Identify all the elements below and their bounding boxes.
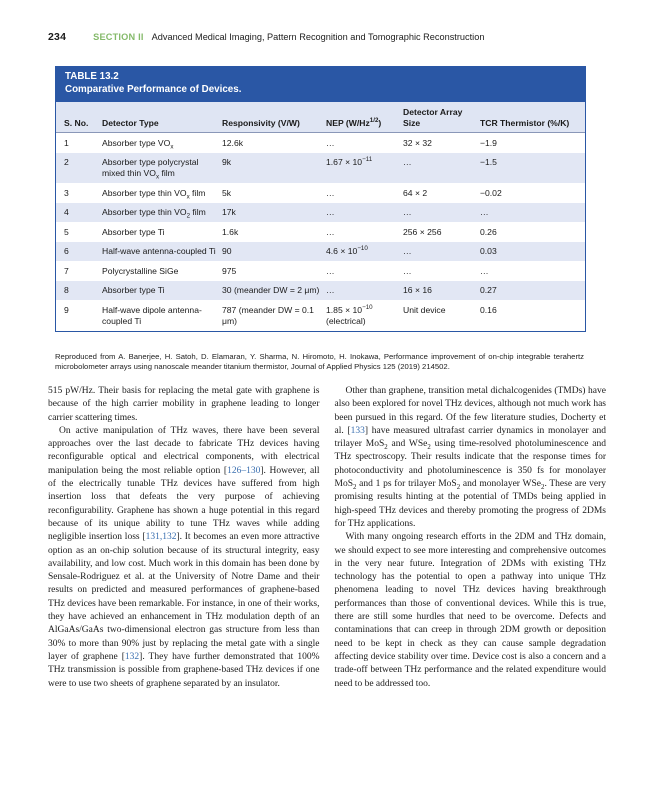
column-header: Responsivity (V/W) [222,102,326,133]
table-cell: −0.02 [480,187,502,198]
table-cell: 16 × 16 [403,285,432,295]
table-row: 2 Absorber type polycrystal mixed thin V… [56,152,585,183]
table-title-band: TABLE 13.2 Comparative Performance of De… [56,67,585,102]
table-cell: Absorber type Ti [102,226,165,237]
table-cell: 975 [222,265,237,276]
table-cell: … [326,187,335,198]
table-cell: 6 [64,246,69,256]
section-title: Advanced Medical Imaging, Pattern Recogn… [151,32,485,42]
table-cell: Absorber type polycrystal mixed thin VOx… [102,157,199,181]
table-cell: 32 × 32 [403,137,432,148]
table-cell: Half-wave dipole antenna-coupled Ti [102,304,202,326]
page-number: 234 [48,31,67,43]
table-row: 6 Half-wave antenna-coupled Ti 90 4.6 × … [56,241,585,261]
table-cell: … [326,285,335,295]
paragraph: 515 pW/Hz. Their basis for replacing the… [48,386,320,423]
table-label: TABLE 13.2 [65,71,119,82]
table-cell: … [326,207,335,217]
table-cell: 5k [222,187,232,198]
table-cell: Half-wave antenna-coupled Ti [102,246,216,256]
left-column: 515 pW/Hz. Their basis for replacing the… [48,385,320,691]
table-header-row: S. No. Detector Type Responsivity (V/W) … [56,102,585,133]
table-cell: 1 [64,137,69,148]
table-cell: 1.85 × 10−10 (electrical) [326,303,373,326]
table-title: Comparative Performance of Devices. [65,83,242,95]
device-performance-table: TABLE 13.2 Comparative Performance of De… [55,66,586,332]
table-row: 8 Absorber type Ti 30 (meander DW = 2 μm… [56,280,585,300]
paragraph: With many ongoing research efforts in th… [334,532,607,689]
column-header: NEP (W/Hz1/2) [326,102,403,133]
table-cell: … [480,265,489,276]
column-header: Detector Array Size [403,102,480,133]
table-cell: 4.6 × 10−10 [326,245,368,256]
page-header: 234 SECTION II Advanced Medical Imaging,… [48,31,608,43]
table-cell: 0.03 [480,246,497,256]
table-cell: Absorber type thin VOx film [102,187,206,201]
table-cell: … [326,137,335,148]
column-header: TCR Thermistor (%/K) [480,102,585,133]
table-row: 9 Half-wave dipole antenna-coupled Ti 78… [56,300,585,331]
table-cell: Absorber type Ti [102,285,165,295]
table-cell: … [480,207,489,217]
table-cell: 5 [64,226,69,237]
table-cell: Absorber type thin VO2 film [102,207,206,220]
table-cell: 1.67 × 10−11 [326,156,373,167]
table-row: 4 Absorber type thin VO2 film 17k … … … [56,202,585,222]
table-cell: 9 [64,304,69,315]
body-text: 515 pW/Hz. Their basis for replacing the… [48,385,606,691]
table-cell: 12.6k [222,137,244,148]
table-cell: 7 [64,265,69,276]
table-cell: −1.5 [480,157,497,167]
table-cell: 30 (meander DW = 2 μm) [222,285,320,295]
table-cell: Polycrystalline SiGe [102,265,179,276]
table-cell: 9k [222,157,232,167]
table-cell: 2 [64,157,69,167]
table-grid: S. No. Detector Type Responsivity (V/W) … [56,102,585,331]
table-cell: … [326,226,335,237]
table-cell: 4 [64,207,69,217]
table-row: 5 Absorber type Ti 1.6k … 256 × 256 0.26 [56,222,585,242]
table-cell: Unit device [403,304,446,315]
table-cell: Absorber type VOx [102,137,174,151]
table-cell: 17k [222,207,236,217]
paragraph: Other than graphene, transition metal di… [334,386,607,529]
table-cell: 0.16 [480,304,497,315]
table-cell: 787 (meander DW = 0.1 μm) [222,304,314,326]
table-cell: … [403,157,412,167]
table-cell: … [326,265,335,276]
table-cell: 0.27 [480,285,497,295]
table-cell: 64 × 2 [403,187,428,198]
table-cell: 1.6k [222,226,239,237]
section-label: SECTION II [93,32,144,42]
table-cell: … [403,246,412,256]
table-cell: −1.9 [480,137,497,148]
table-cell: 3 [64,187,69,198]
table-row: 3 Absorber type thin VOx film 5k … 64 × … [56,183,585,203]
column-header: S. No. [56,102,102,133]
table-cell: 0.26 [480,226,497,237]
table-row: 1 Absorber type VOx 12.6k … 32 × 32 −1.9 [56,133,585,153]
right-column: Other than graphene, transition metal di… [335,385,607,691]
table-cell: … [403,265,412,276]
reference-link[interactable]: 131,132 [145,532,177,543]
table-cell: 256 × 256 [403,226,442,237]
table-cell: 8 [64,285,69,295]
table-row: 7 Polycrystalline SiGe 975 … … … [56,261,585,281]
column-header: Detector Type [102,102,222,133]
reference-link[interactable]: 133 [350,425,365,436]
paragraph: On active manipulation of THz waves, the… [48,425,320,689]
table-cell: 90 [222,246,232,256]
reference-link[interactable]: 126–130 [227,465,261,476]
table-cell: … [403,207,412,217]
table-source-note: Reproduced from A. Banerjee, H. Satoh, D… [55,352,584,371]
reference-link[interactable]: 132 [124,651,140,662]
